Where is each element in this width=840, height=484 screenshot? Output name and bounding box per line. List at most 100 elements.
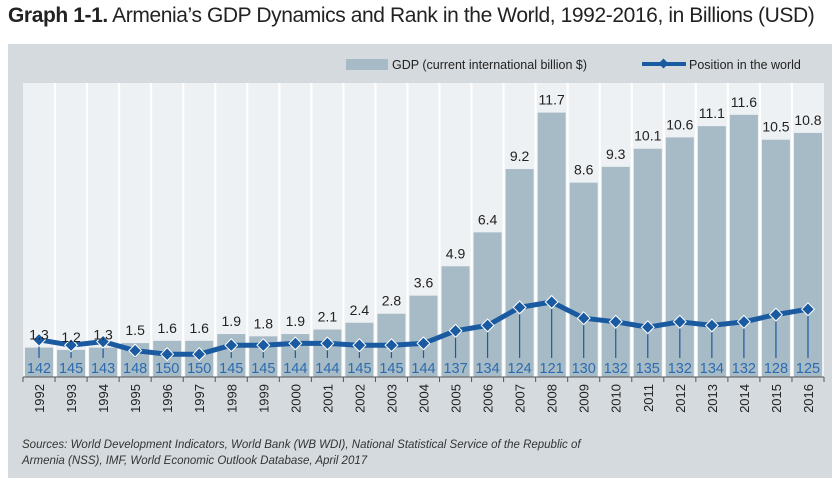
x-tick-label-1992: 1992 <box>32 384 47 413</box>
legend-rank-marker <box>658 58 669 69</box>
rank-marker-1997 <box>192 347 207 362</box>
rank-marker-2009 <box>576 311 591 326</box>
x-tick-label-2016: 2016 <box>801 384 816 413</box>
x-tick-label-2012: 2012 <box>673 384 688 413</box>
rank-label-2013: 134 <box>700 361 724 377</box>
gdp-label-1993: 1.2 <box>61 329 81 345</box>
rank-label-2016: 125 <box>796 361 820 377</box>
rank-label-2012: 132 <box>668 361 692 377</box>
rank-label-1997: 150 <box>187 361 211 377</box>
gdp-label-2013: 11.1 <box>699 105 725 121</box>
rank-marker-2007 <box>512 300 527 315</box>
rank-label-2007: 124 <box>508 361 532 377</box>
rank-label-1993: 145 <box>59 361 83 377</box>
x-tick-label-2014: 2014 <box>737 384 752 413</box>
gdp-label-2008: 11.7 <box>539 92 565 108</box>
source-note: Sources: World Development Indicators, W… <box>22 439 581 467</box>
rank-marker-2002 <box>352 338 367 353</box>
gdp-label-2006: 6.4 <box>478 211 498 227</box>
x-tick-label-2010: 2010 <box>609 384 624 413</box>
gdp-label-2003: 2.8 <box>382 293 402 309</box>
rank-label-2004: 144 <box>411 361 435 377</box>
x-tick-label-1999: 1999 <box>256 384 271 413</box>
rank-marker-2003 <box>384 338 399 353</box>
rank-marker-2015 <box>768 307 784 322</box>
gdp-label-2000: 1.9 <box>286 313 306 329</box>
gdp-label-2014: 11.6 <box>731 94 757 110</box>
gdp-label-2011: 10.1 <box>634 128 661 144</box>
x-tick-label-2007: 2007 <box>513 384 528 413</box>
rank-marker-2001 <box>320 336 335 351</box>
x-tick-label-1993: 1993 <box>64 384 79 413</box>
chart-title-text: Armenia’s GDP Dynamics and Rank in the W… <box>112 4 815 27</box>
rank-marker-2011 <box>640 320 655 335</box>
rank-label-2005: 137 <box>443 361 467 377</box>
chart-title: Graph 1-1. Armenia’s GDP Dynamics and Ra… <box>8 4 815 28</box>
x-tick-label-1997: 1997 <box>192 384 207 413</box>
rank-label-2011: 135 <box>636 361 660 377</box>
x-tick-label-2005: 2005 <box>449 384 464 413</box>
gdp-label-1994: 1.3 <box>93 327 113 343</box>
rank-marker-2008 <box>544 294 559 310</box>
x-tick-label-2006: 2006 <box>481 384 496 413</box>
rank-marker-1998 <box>224 338 239 353</box>
rank-marker-1993 <box>63 338 79 353</box>
rank-marker-1995 <box>128 343 143 358</box>
rank-label-2010: 132 <box>604 361 628 377</box>
rank-marker-1994 <box>96 334 111 349</box>
rank-marker-2005 <box>448 323 463 338</box>
x-tick-label-1995: 1995 <box>128 384 143 413</box>
gdp-label-1996: 1.6 <box>157 320 177 336</box>
gdp-label-2002: 2.4 <box>350 302 370 318</box>
rank-label-2015: 128 <box>764 361 788 377</box>
gdp-label-2012: 10.6 <box>666 116 693 132</box>
rank-label-2006: 134 <box>475 361 499 377</box>
rank-marker-2004 <box>416 336 431 351</box>
gdp-label-2001: 2.1 <box>318 309 338 325</box>
rank-marker-2014 <box>736 314 751 329</box>
x-tick-label-2011: 2011 <box>641 384 656 412</box>
rank-label-1992: 142 <box>27 361 51 377</box>
x-tick-label-2015: 2015 <box>769 384 784 413</box>
rank-marker-1999 <box>256 338 271 353</box>
rank-marker-2000 <box>288 336 303 351</box>
x-tick-label-1996: 1996 <box>160 384 175 413</box>
rank-label-2002: 145 <box>347 361 371 377</box>
rank-marker-1992 <box>31 332 47 347</box>
rank-label-2000: 144 <box>283 361 307 377</box>
gdp-label-2010: 9.3 <box>606 146 626 162</box>
rank-marker-2012 <box>672 314 687 329</box>
x-tick-label-1994: 1994 <box>96 384 111 413</box>
rank-label-1998: 145 <box>219 361 243 377</box>
x-tick-label-2000: 2000 <box>288 384 303 413</box>
gdp-label-2009: 8.6 <box>574 162 594 178</box>
x-tick-label-1998: 1998 <box>224 384 239 413</box>
x-tick-label-2013: 2013 <box>705 384 720 413</box>
rank-label-1996: 150 <box>155 361 179 377</box>
gdp-label-1998: 1.9 <box>222 313 242 329</box>
x-tick-label-2009: 2009 <box>577 384 592 413</box>
gdp-label-2005: 4.9 <box>446 245 466 261</box>
x-tick-label-2003: 2003 <box>384 384 399 413</box>
chart-title-prefix: Graph 1-1. <box>8 4 108 27</box>
rank-label-1999: 145 <box>251 361 275 377</box>
legend-gdp-label: GDP (current international billion $) <box>392 58 587 72</box>
legend-gdp-swatch <box>346 59 388 70</box>
legend: GDP (current international billion $) Po… <box>346 58 801 72</box>
x-tick-label-2002: 2002 <box>352 384 367 413</box>
gdp-label-1995: 1.5 <box>125 322 145 338</box>
gdp-label-1997: 1.6 <box>189 320 209 336</box>
x-tick-label-2001: 2001 <box>320 384 335 413</box>
x-tick-label-2008: 2008 <box>545 384 560 413</box>
gdp-bar-2005 <box>441 266 470 377</box>
gdp-label-2015: 10.5 <box>762 119 789 135</box>
x-tick-label-2004: 2004 <box>417 384 432 413</box>
rank-marker-2010 <box>608 314 623 329</box>
gdp-label-2004: 3.6 <box>414 275 434 291</box>
gdp-label-1999: 1.8 <box>254 315 274 331</box>
rank-label-2009: 130 <box>572 361 596 377</box>
rank-marker-2016 <box>800 302 816 317</box>
legend-rank-label: Position in the world <box>689 58 801 72</box>
rank-label-1995: 148 <box>123 361 147 377</box>
